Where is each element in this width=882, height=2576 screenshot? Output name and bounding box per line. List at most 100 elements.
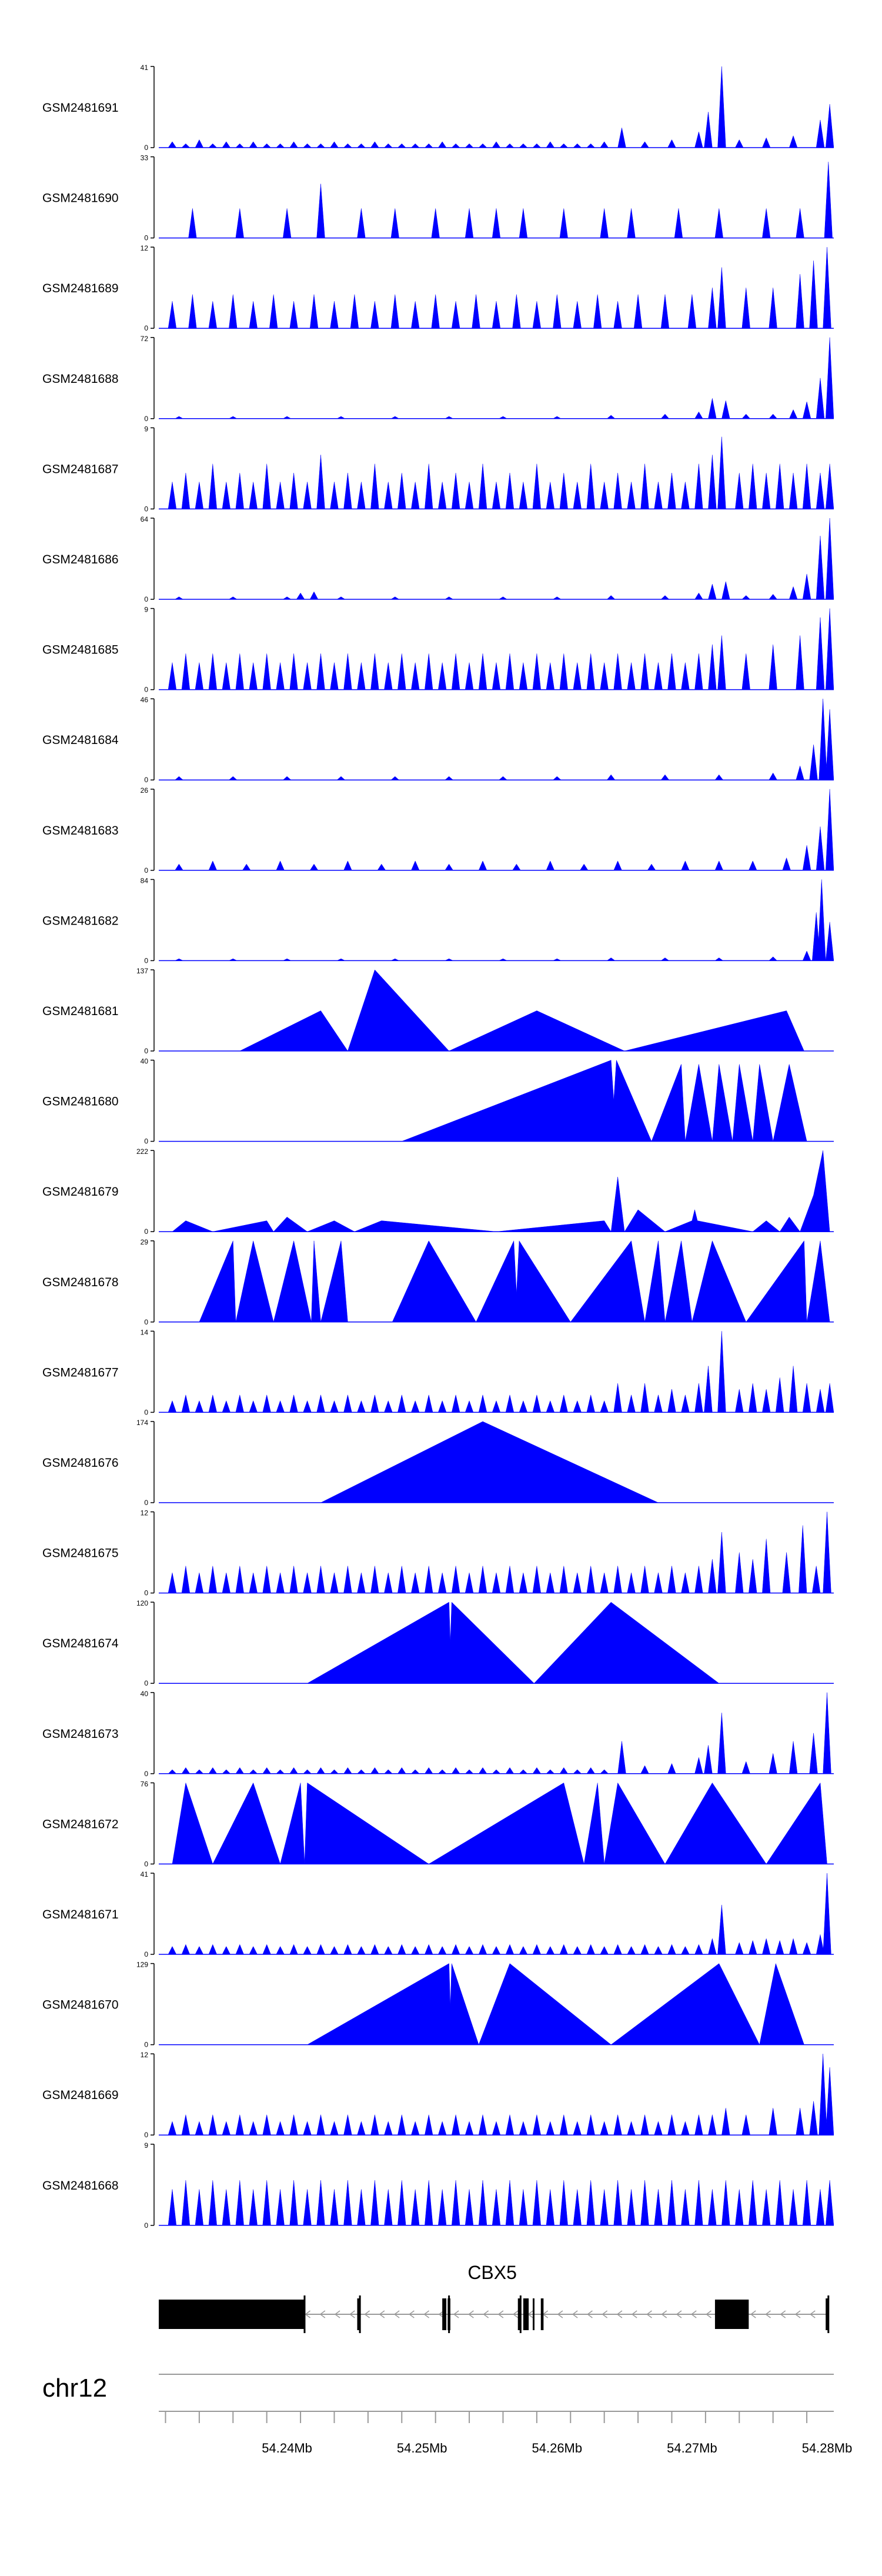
track-label: GSM2481684 xyxy=(42,733,119,747)
strand-chevron xyxy=(587,2310,593,2318)
strand-chevron xyxy=(676,2310,682,2318)
coverage-area xyxy=(402,1060,807,1142)
y-tick-label-max: 41 xyxy=(141,1870,149,1878)
axis-tick-label: 54.26Mb xyxy=(532,2441,583,2455)
gene-exon xyxy=(826,2298,828,2330)
gene-exon xyxy=(517,2298,521,2330)
coverage-area xyxy=(172,1150,830,1232)
strand-chevron xyxy=(409,2310,415,2318)
y-tick-label-zero: 0 xyxy=(144,1770,148,1778)
coverage-area xyxy=(159,518,834,600)
y-tick-label-zero: 0 xyxy=(144,686,148,694)
gene-exon xyxy=(159,2300,305,2329)
coverage-area xyxy=(159,337,834,419)
coverage-area xyxy=(159,247,834,329)
y-tick-label-zero: 0 xyxy=(144,595,148,603)
coverage-area xyxy=(172,1782,827,1865)
track-label: GSM2481671 xyxy=(42,1908,119,1921)
track-GSM2481672: GSM2481672 76 0 xyxy=(42,1780,834,1868)
y-tick-label-zero: 0 xyxy=(144,1950,148,1958)
track-label: GSM2481678 xyxy=(42,1276,119,1289)
strand-chevron xyxy=(364,2310,370,2318)
y-tick-label-max: 222 xyxy=(136,1147,148,1156)
track-GSM2481678: GSM2481678 29 0 xyxy=(42,1238,834,1326)
strand-chevron xyxy=(631,2310,637,2318)
coverage-area xyxy=(306,1963,804,2046)
track-GSM2481673: GSM2481673 40 0 xyxy=(42,1690,834,1778)
y-tick-label-max: 174 xyxy=(136,1419,148,1427)
y-tick-label-zero: 0 xyxy=(144,415,148,423)
track-GSM2481689: GSM2481689 12 0 xyxy=(42,244,834,332)
track-label: GSM2481668 xyxy=(42,2179,119,2193)
track-GSM2481681: GSM2481681 137 0 xyxy=(42,967,834,1055)
strand-chevron xyxy=(572,2310,578,2318)
strand-chevron xyxy=(497,2310,504,2318)
track-label: GSM2481677 xyxy=(42,1366,119,1379)
track-GSM2481671: GSM2481671 41 0 xyxy=(42,1870,834,1958)
y-tick-label-max: 76 xyxy=(141,1780,149,1788)
strand-chevron xyxy=(557,2310,563,2318)
track-label: GSM2481680 xyxy=(42,1095,119,1109)
strand-chevron xyxy=(706,2310,711,2318)
y-tick-label-max: 40 xyxy=(141,1690,149,1698)
track-label: GSM2481679 xyxy=(42,1185,119,1199)
strand-chevron xyxy=(616,2310,623,2318)
y-tick-label-zero: 0 xyxy=(144,776,148,784)
track-GSM2481687: GSM2481687 9 0 xyxy=(42,425,834,513)
strand-chevron xyxy=(646,2310,652,2318)
y-tick-label-zero: 0 xyxy=(144,2131,148,2139)
y-tick-label-zero: 0 xyxy=(144,324,148,332)
y-tick-label-zero: 0 xyxy=(144,2221,148,2230)
coverage-area xyxy=(159,66,834,148)
y-tick-label-max: 40 xyxy=(141,1057,149,1066)
track-GSM2481677: GSM2481677 14 0 xyxy=(42,1328,834,1416)
track-label: GSM2481676 xyxy=(42,1456,119,1470)
gene-name-label: CBX5 xyxy=(467,2262,517,2283)
y-tick-label-max: 12 xyxy=(141,2051,149,2059)
track-label: GSM2481685 xyxy=(42,643,119,657)
coverage-area xyxy=(159,608,834,690)
track-label: GSM2481673 xyxy=(42,1727,119,1741)
coverage-area xyxy=(159,436,834,509)
gene-exon xyxy=(714,2300,749,2329)
strand-chevron xyxy=(690,2310,697,2318)
coverage-area xyxy=(159,161,834,238)
y-tick-label-zero: 0 xyxy=(144,144,148,152)
coverage-area xyxy=(320,1421,659,1503)
gene-exon xyxy=(357,2298,360,2330)
strand-chevron xyxy=(349,2310,355,2318)
track-label: GSM2481672 xyxy=(42,1817,119,1831)
axis-tick-label: 54.24Mb xyxy=(262,2441,312,2455)
axis-tick-label: 54.28Mb xyxy=(802,2441,853,2455)
strand-chevron xyxy=(810,2310,816,2318)
y-tick-label-zero: 0 xyxy=(144,1227,148,1236)
strand-chevron xyxy=(305,2310,311,2318)
coverage-area xyxy=(159,1511,834,1593)
coverage-area xyxy=(159,699,834,780)
track-label: GSM2481682 xyxy=(42,914,119,927)
track-GSM2481668: GSM2481668 9 0 xyxy=(42,2141,834,2230)
track-label: GSM2481688 xyxy=(42,372,119,386)
strand-chevron xyxy=(483,2310,489,2318)
y-tick-label-max: 33 xyxy=(141,154,149,162)
track-GSM2481679: GSM2481679 222 0 xyxy=(42,1147,834,1236)
track-GSM2481680: GSM2481680 40 0 xyxy=(42,1057,834,1146)
track-label: GSM2481675 xyxy=(42,1547,119,1560)
gene-exon xyxy=(532,2298,534,2330)
y-tick-label-max: 26 xyxy=(141,786,149,795)
y-tick-label-zero: 0 xyxy=(144,1137,148,1146)
coverage-area xyxy=(199,1240,830,1323)
track-GSM2481682: GSM2481682 84 0 xyxy=(42,876,834,965)
y-tick-label-max: 9 xyxy=(144,2141,148,2150)
coverage-area xyxy=(306,1601,720,1684)
y-tick-label-max: 46 xyxy=(141,696,149,704)
track-label: GSM2481689 xyxy=(42,282,119,295)
genome-axis-track: chr12 54.24Mb 54.25Mb 54.26Mb 54.27Mb 54.28M… xyxy=(42,2374,852,2455)
y-tick-label-max: 9 xyxy=(144,606,148,614)
strand-chevron xyxy=(661,2310,667,2318)
coverage-area xyxy=(159,1331,834,1413)
track-label: GSM2481687 xyxy=(42,462,119,476)
track-GSM2481690: GSM2481690 33 0 xyxy=(42,154,834,242)
gene-annotation-track: CBX5 xyxy=(159,2262,830,2333)
y-tick-label-zero: 0 xyxy=(144,2041,148,2049)
